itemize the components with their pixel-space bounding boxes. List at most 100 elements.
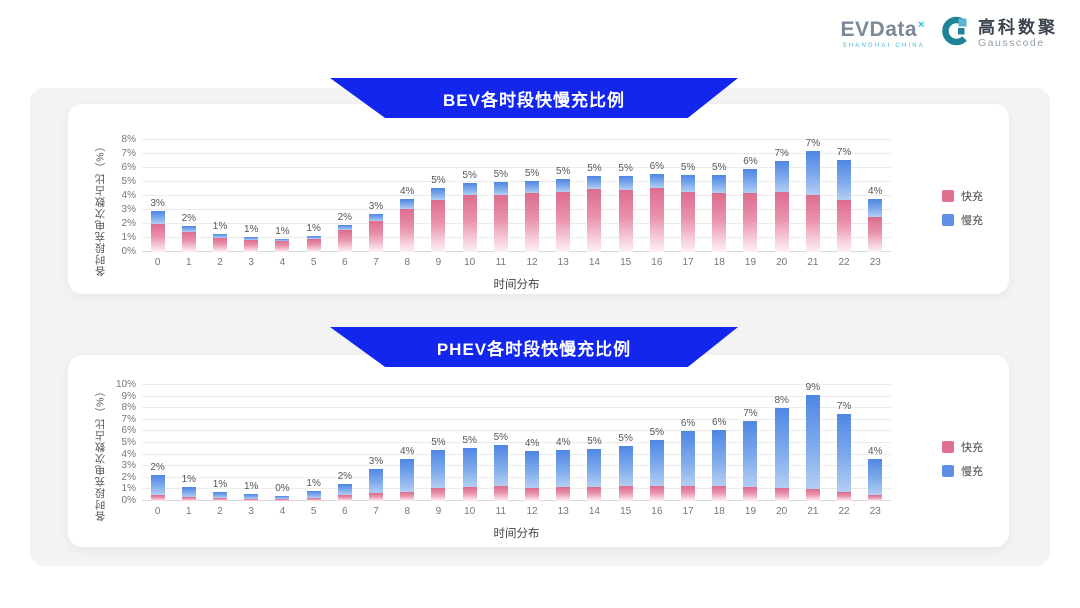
slow-charge-segment [181, 487, 196, 497]
y-tick-label: 1% [121, 483, 136, 495]
gridline [142, 453, 891, 455]
legend-swatch [942, 441, 954, 453]
bar-column: 8% [766, 395, 797, 501]
y-tick-label: 4% [121, 448, 136, 460]
bar-column: 2% [329, 212, 360, 252]
x-tick-label: 1 [186, 257, 192, 268]
evdata-logo: EVData× SHANGHAI CHINA [841, 19, 925, 49]
legend: 快充 慢充 [942, 439, 983, 479]
x-tick-label: 12 [526, 506, 538, 517]
slow-charge-segment [369, 213, 384, 222]
x-tick-label: 10 [464, 506, 476, 517]
gridline [142, 430, 891, 432]
fast-charge-segment [712, 193, 727, 252]
legend-item-快充[interactable]: 快充 [942, 188, 983, 204]
slow-charge-segment [369, 468, 384, 493]
fast-charge-segment [369, 221, 384, 252]
fast-charge-segment [150, 224, 165, 252]
gridline [142, 488, 891, 490]
slow-charge-segment [244, 236, 259, 241]
bev-chart-card: 各时段充电次数占比（%） 0% 1% 2% 3% 4% 5% 6% 7% 8% 3% 2% 1% 1%… [68, 104, 1009, 294]
x-tick-label: 3 [248, 506, 254, 517]
x-tick-label: 12 [526, 257, 538, 268]
bar-value-label: 7% [774, 148, 789, 160]
fast-charge-segment [306, 238, 321, 252]
y-tick-label: 3% [121, 460, 136, 472]
slow-charge-segment [837, 159, 852, 201]
bar-series: 3% 2% 1% 1% 1% 1% 2% 3% 4% 5% 5% 5% 5% 5% 5% 5% 6% 5% 5% 6%… [142, 138, 891, 252]
bar-value-label: 5% [524, 167, 540, 179]
stacked-bar [213, 491, 227, 501]
bar-value-label: 5% [618, 433, 633, 445]
bar-value-label: 1% [212, 220, 228, 232]
bar-column: 5% [579, 436, 610, 501]
bar-column: 7% [766, 148, 797, 252]
slow-charge-segment [556, 449, 571, 488]
fast-charge-segment [712, 485, 727, 501]
bar-value-label: 2% [337, 212, 353, 224]
fast-charge-segment [244, 240, 259, 252]
fast-charge-segment [181, 231, 196, 252]
bar-value-label: 5% [462, 170, 477, 182]
bar-column: 5% [423, 175, 454, 252]
bev-chart: 各时段充电次数占比（%） 0% 1% 2% 3% 4% 5% 6% 7% 8% 3% 2% 1% 1%… [68, 104, 1009, 292]
slow-charge-segment [618, 176, 633, 191]
bar-value-label: 6% [712, 417, 727, 429]
y-tick-label: 9% [121, 390, 136, 402]
bar-value-label: 5% [462, 434, 477, 446]
stacked-bar [868, 198, 883, 252]
stacked-bar [712, 430, 727, 501]
x-tick-label: 14 [588, 257, 600, 268]
bar-value-label: 5% [587, 163, 602, 175]
y-tick-label: 4% [121, 190, 136, 201]
bar-column: 5% [610, 433, 641, 501]
x-tick-label: 11 [495, 257, 507, 268]
fast-charge-segment [493, 485, 508, 501]
bar-series: 2% 1% 1% 1% 0% 1% 2% 3% 4% 5% 5% 5% 4% 4% 5% 5% 5% 6% 6% 7%… [142, 382, 891, 501]
bar-column: 2% [329, 471, 360, 501]
bar-value-label: 5% [587, 435, 602, 447]
x-tick-label: 9 [435, 506, 442, 517]
stacked-bar [493, 445, 508, 501]
stacked-bar [837, 159, 852, 252]
x-tick-label: 22 [838, 257, 850, 268]
legend-item-慢充[interactable]: 慢充 [942, 463, 983, 479]
x-tick-label: 7 [373, 506, 379, 517]
bar-value-label: 8% [774, 395, 789, 407]
evdata-x-mark: × [918, 18, 925, 31]
fast-charge-segment [244, 498, 259, 501]
bar-column: 6% [672, 418, 703, 501]
slow-charge-segment [462, 183, 477, 196]
legend-item-慢充[interactable]: 慢充 [942, 212, 983, 228]
x-tick-label: 23 [869, 257, 881, 268]
slow-charge-segment [805, 395, 820, 490]
stacked-bar [774, 408, 789, 501]
slow-charge-segment [431, 187, 446, 200]
y-tick-label: 3% [121, 204, 136, 215]
bar-value-label: 1% [212, 478, 228, 490]
legend-item-快充[interactable]: 快充 [942, 439, 983, 455]
stacked-bar [493, 182, 508, 252]
bar-value-label: 3% [368, 455, 384, 467]
fast-charge-segment [868, 217, 883, 252]
stacked-bar [587, 176, 602, 252]
x-tick-label: 23 [869, 506, 881, 517]
x-tick-label: 0 [154, 257, 161, 268]
fast-charge-segment [431, 199, 446, 252]
x-tick-label: 22 [838, 506, 850, 517]
x-tick-label: 19 [744, 506, 757, 517]
gausscode-logo: 高科数聚 Gausscode [941, 16, 1058, 51]
x-tick-label: 7 [373, 257, 379, 268]
fast-charge-segment [649, 485, 664, 501]
x-axis-title: 时间分布 [493, 279, 540, 291]
slow-charge-segment [618, 446, 633, 486]
slow-charge-segment [681, 431, 696, 486]
bar-value-label: 5% [618, 163, 633, 175]
fast-charge-segment [306, 497, 321, 501]
y-axis-title: 各时段充电次数占比（%） [94, 385, 107, 522]
x-tick-label: 5 [310, 506, 317, 517]
bar-value-label: 1% [181, 474, 197, 486]
bar-value-label: 0% [275, 482, 290, 494]
y-tick-label: 6% [121, 425, 136, 437]
fast-charge-segment [743, 487, 758, 501]
